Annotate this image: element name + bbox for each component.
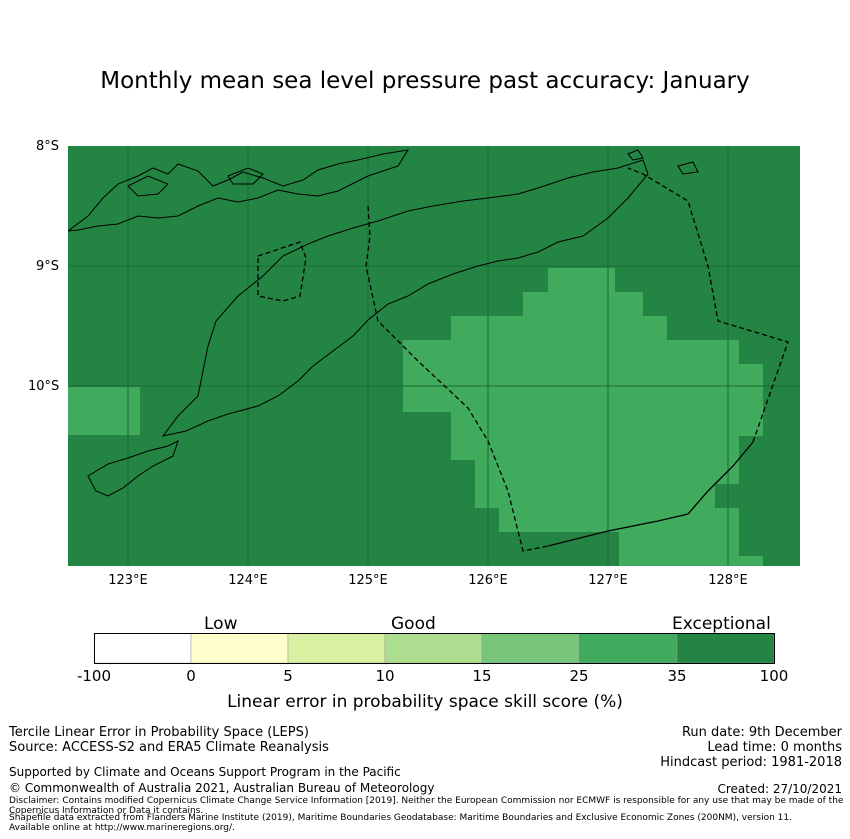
coastlines	[68, 149, 699, 497]
lon-label-126e: 126°E	[468, 573, 508, 588]
colorbar-outline	[94, 633, 775, 664]
lon-label-128e: 128°E	[708, 573, 748, 588]
colorbar-segment-5	[481, 633, 580, 664]
skill-patch-west	[68, 387, 140, 435]
colorbar-tick-3: 10	[375, 667, 395, 685]
colorbar-tick-7: 100	[759, 667, 789, 685]
colorbar-tick-1: 0	[186, 667, 196, 685]
copyright-text: © Commonwealth of Australia 2021, Austra…	[9, 781, 435, 795]
category-good: Good	[391, 614, 436, 634]
shapefile-text: Shapefile data extracted from Flanders M…	[9, 813, 792, 833]
lon-label-127e: 127°E	[588, 573, 628, 588]
hindcast-text: Hindcast period: 1981-2018	[660, 755, 842, 770]
run-date-text: Run date: 9th December	[681, 725, 842, 740]
eez-boundary-south-solid	[547, 441, 754, 547]
chart-title: Monthly mean sea level pressure past acc…	[100, 68, 750, 94]
eez-boundary-oecusse	[257, 241, 307, 302]
lon-label-124e: 124°E	[228, 573, 268, 588]
disclaimer-text: Disclaimer: Contains modified Copernicus…	[9, 796, 844, 816]
island-sawu-coast	[87, 440, 179, 497]
colorbar-segment-4	[384, 633, 483, 664]
eez-boundary-east-dashed	[627, 167, 789, 443]
colorbar-segment-1	[94, 633, 192, 664]
method-text: Tercile Linear Error in Probability Spac…	[9, 725, 309, 740]
colorbar-label: Linear error in probability space skill …	[227, 692, 623, 712]
colorbar-tick-6: 35	[667, 667, 687, 685]
skill-map	[68, 146, 800, 566]
island-timor-coast	[161, 159, 649, 437]
island-small-3	[627, 149, 644, 161]
colorbar-segment-6	[578, 633, 678, 664]
graticule	[68, 146, 800, 566]
colorbar-tick-5: 25	[569, 667, 589, 685]
category-exceptional: Exceptional	[672, 614, 771, 634]
colorbar-segment-7	[676, 633, 775, 664]
eez-boundary	[257, 167, 789, 552]
colorbar	[94, 633, 775, 664]
created-text: Created: 27/10/2021	[717, 782, 842, 796]
colorbar-segment-3	[287, 633, 386, 664]
source-text: Source: ACCESS-S2 and ERA5 Climate Reana…	[9, 740, 329, 755]
island-small-2	[227, 167, 264, 185]
category-low: Low	[204, 614, 238, 634]
skill-patch-central	[403, 268, 763, 566]
support-text: Supported by Climate and Oceans Support …	[9, 765, 401, 779]
colorbar-tick-2: 5	[283, 667, 293, 685]
lon-label-125e: 125°E	[348, 573, 388, 588]
island-small-1	[127, 175, 169, 197]
lat-label-10s: 10°S	[28, 379, 60, 394]
colorbar-segment-2	[190, 633, 289, 664]
lat-label-8s: 8°S	[36, 139, 60, 154]
island-small-4	[677, 161, 699, 175]
colorbar-tick-4: 15	[472, 667, 492, 685]
lead-time-text: Lead time: 0 months	[707, 740, 842, 755]
island-flores-coast	[68, 149, 410, 232]
lon-label-123e: 123°E	[108, 573, 148, 588]
colorbar-tick-0: -100	[76, 667, 112, 685]
lat-label-9s: 9°S	[36, 259, 60, 274]
